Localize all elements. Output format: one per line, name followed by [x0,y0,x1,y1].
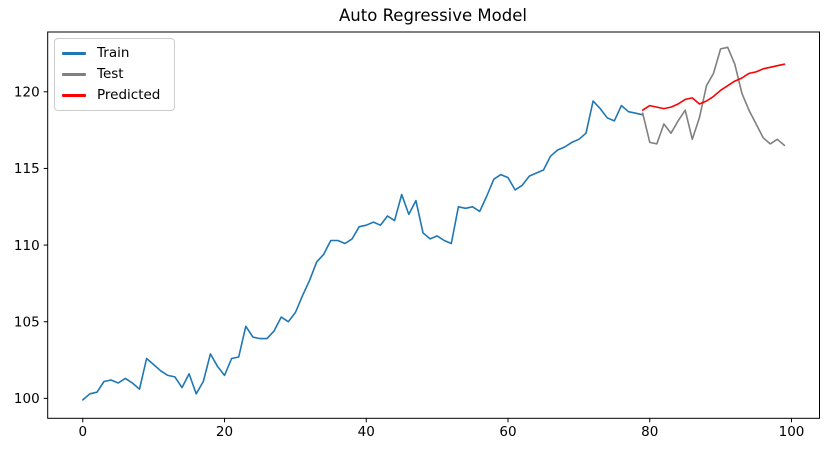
y-axis-tick-label: 105 [14,314,40,330]
y-axis-tick-label: 115 [14,161,40,177]
legend-item-predicted: Predicted [62,85,166,106]
x-axis-tick-label: 100 [779,424,805,440]
legend-label-test: Test [97,65,124,82]
plot-frame [47,31,820,419]
legend-item-test: Test [62,64,166,85]
predicted-line [641,63,786,111]
test-line-swatch [62,73,86,76]
y-axis-tick-label: 110 [14,238,40,254]
test-line [641,46,786,147]
legend-item-train: Train [62,43,166,64]
y-axis-tick-label: 100 [14,391,40,407]
x-axis-tick-label: 20 [216,424,233,440]
legend-label-train: Train [97,44,130,61]
legend-label-predicted: Predicted [97,86,161,103]
legend: Train Test Predicted [54,38,175,111]
x-axis-tick-label: 0 [78,424,87,440]
predicted-line-swatch [62,94,86,97]
x-axis-tick-label: 80 [641,424,658,440]
y-axis-tick-label: 120 [14,84,40,100]
chart-title: Auto Regressive Model [339,6,527,25]
x-axis-tick-label: 60 [499,424,516,440]
train-line-swatch [62,52,86,55]
train-line [82,100,644,401]
x-axis-tick-label: 40 [358,424,375,440]
